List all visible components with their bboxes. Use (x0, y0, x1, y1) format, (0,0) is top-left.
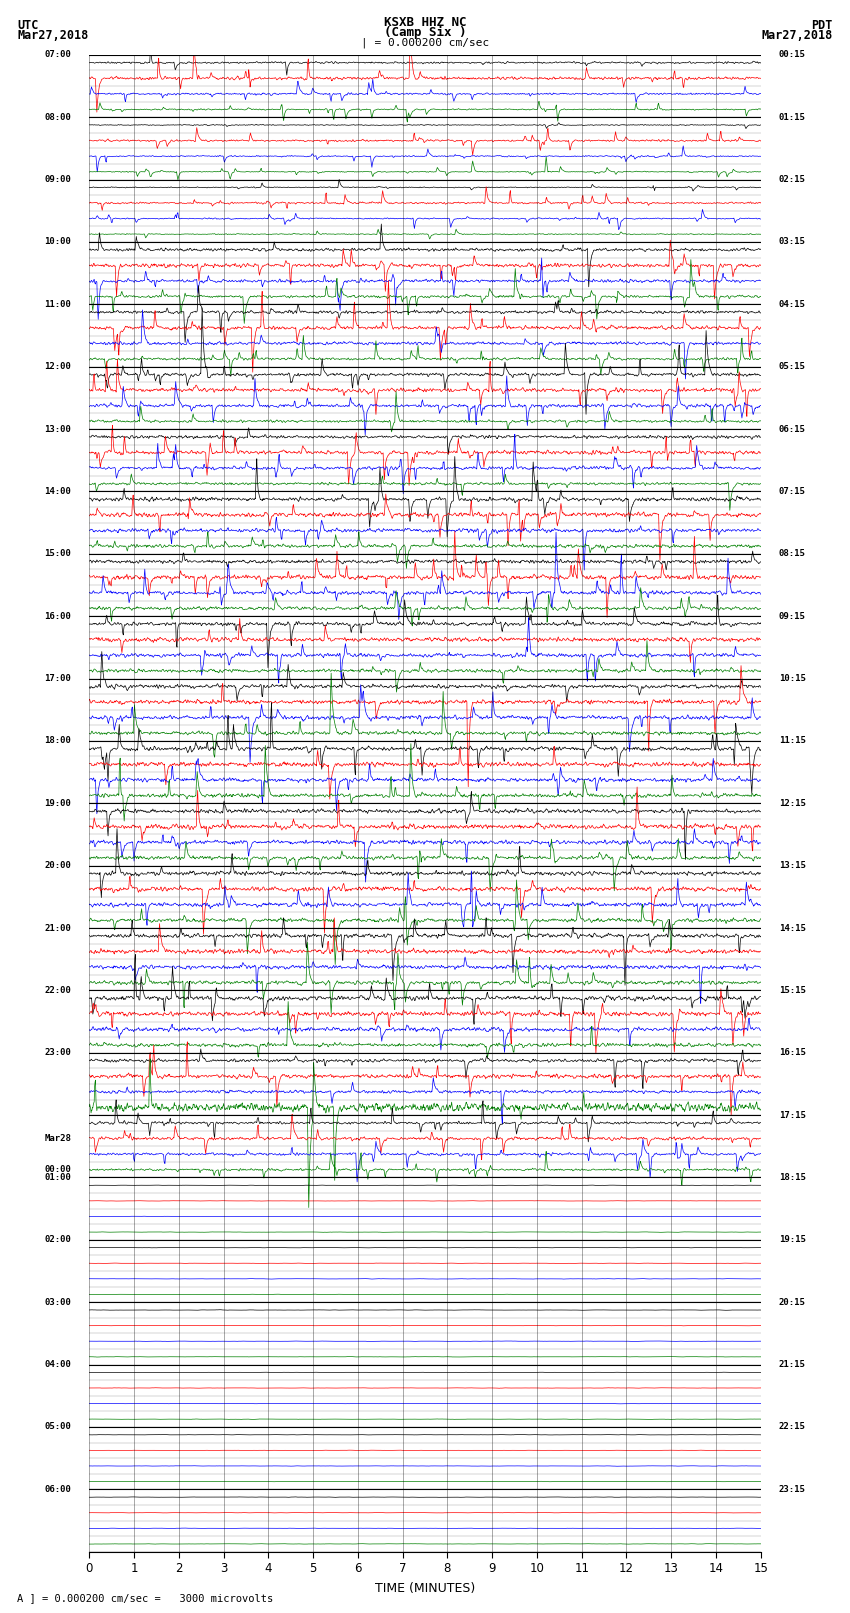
Text: Mar28: Mar28 (44, 1134, 71, 1144)
Text: 20:15: 20:15 (779, 1298, 806, 1307)
Text: 17:00: 17:00 (44, 674, 71, 682)
Text: 11:15: 11:15 (779, 737, 806, 745)
Text: 04:00: 04:00 (44, 1360, 71, 1369)
Text: A ] = 0.000200 cm/sec =   3000 microvolts: A ] = 0.000200 cm/sec = 3000 microvolts (17, 1594, 273, 1603)
Text: 10:00: 10:00 (44, 237, 71, 247)
Text: 14:15: 14:15 (779, 924, 806, 932)
Text: 03:15: 03:15 (779, 237, 806, 247)
Text: 12:15: 12:15 (779, 798, 806, 808)
Text: 08:15: 08:15 (779, 550, 806, 558)
X-axis label: TIME (MINUTES): TIME (MINUTES) (375, 1582, 475, 1595)
Text: 21:15: 21:15 (779, 1360, 806, 1369)
Text: 09:15: 09:15 (779, 611, 806, 621)
Text: KSXB HHZ NC: KSXB HHZ NC (383, 16, 467, 29)
Text: 22:00: 22:00 (44, 986, 71, 995)
Text: 16:00: 16:00 (44, 611, 71, 621)
Text: 15:15: 15:15 (779, 986, 806, 995)
Text: 03:00: 03:00 (44, 1298, 71, 1307)
Text: 17:15: 17:15 (779, 1111, 806, 1119)
Text: 20:00: 20:00 (44, 861, 71, 869)
Text: 13:00: 13:00 (44, 424, 71, 434)
Text: 07:00: 07:00 (44, 50, 71, 60)
Text: 00:15: 00:15 (779, 50, 806, 60)
Text: 06:00: 06:00 (44, 1486, 71, 1494)
Text: Mar27,2018: Mar27,2018 (17, 29, 88, 42)
Text: 11:00: 11:00 (44, 300, 71, 308)
Text: 08:00: 08:00 (44, 113, 71, 121)
Text: | = 0.000200 cm/sec: | = 0.000200 cm/sec (361, 37, 489, 48)
Text: 00:00: 00:00 (44, 1165, 71, 1174)
Text: 18:15: 18:15 (779, 1173, 806, 1182)
Text: 01:00: 01:00 (44, 1173, 71, 1182)
Text: 04:15: 04:15 (779, 300, 806, 308)
Text: 23:00: 23:00 (44, 1048, 71, 1057)
Text: 05:15: 05:15 (779, 363, 806, 371)
Text: 18:00: 18:00 (44, 737, 71, 745)
Text: 09:00: 09:00 (44, 176, 71, 184)
Text: 22:15: 22:15 (779, 1423, 806, 1431)
Text: 15:00: 15:00 (44, 550, 71, 558)
Text: 06:15: 06:15 (779, 424, 806, 434)
Text: 02:00: 02:00 (44, 1236, 71, 1244)
Text: 10:15: 10:15 (779, 674, 806, 682)
Text: 14:00: 14:00 (44, 487, 71, 495)
Text: 05:00: 05:00 (44, 1423, 71, 1431)
Text: 19:00: 19:00 (44, 798, 71, 808)
Text: UTC: UTC (17, 19, 38, 32)
Text: 01:15: 01:15 (779, 113, 806, 121)
Text: 21:00: 21:00 (44, 924, 71, 932)
Text: 19:15: 19:15 (779, 1236, 806, 1244)
Text: 16:15: 16:15 (779, 1048, 806, 1057)
Text: 02:15: 02:15 (779, 176, 806, 184)
Text: Mar27,2018: Mar27,2018 (762, 29, 833, 42)
Text: (Camp Six ): (Camp Six ) (383, 26, 467, 39)
Text: 23:15: 23:15 (779, 1486, 806, 1494)
Text: PDT: PDT (812, 19, 833, 32)
Text: 12:00: 12:00 (44, 363, 71, 371)
Text: 07:15: 07:15 (779, 487, 806, 495)
Text: 13:15: 13:15 (779, 861, 806, 869)
